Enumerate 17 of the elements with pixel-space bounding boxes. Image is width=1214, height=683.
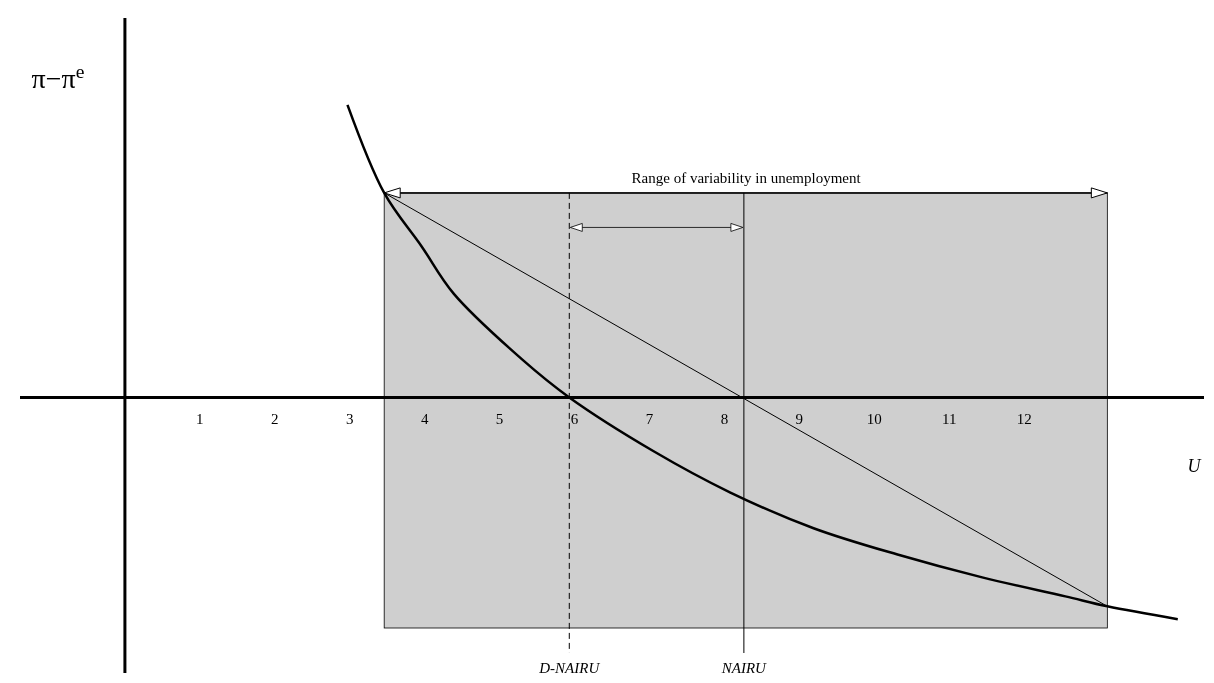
x-tick-label: 10: [866, 411, 882, 428]
x-tick-label: 4: [420, 411, 429, 428]
x-tick-label: 1: [196, 411, 204, 428]
x-axis-title: U: [1187, 456, 1202, 477]
x-tick-label: 11: [941, 411, 957, 428]
x-tick-label: 5: [495, 411, 504, 428]
x-tick-label: 7: [645, 411, 654, 428]
x-tick-label: 12: [1016, 411, 1032, 428]
x-tick-label: 6: [570, 411, 579, 428]
x-tick-label: 2: [271, 411, 279, 428]
ref-line-label: NAIRU: [720, 660, 768, 676]
ref-line-label: D-NAIRU: [538, 660, 601, 676]
x-tick-label: 3: [345, 411, 354, 428]
x-tick-label: 8: [720, 411, 729, 428]
x-tick-label: 9: [795, 411, 804, 428]
annotation: Range of variability in unemployment: [631, 169, 862, 186]
y-axis-title: π−π$^{e}$: [31, 60, 85, 94]
